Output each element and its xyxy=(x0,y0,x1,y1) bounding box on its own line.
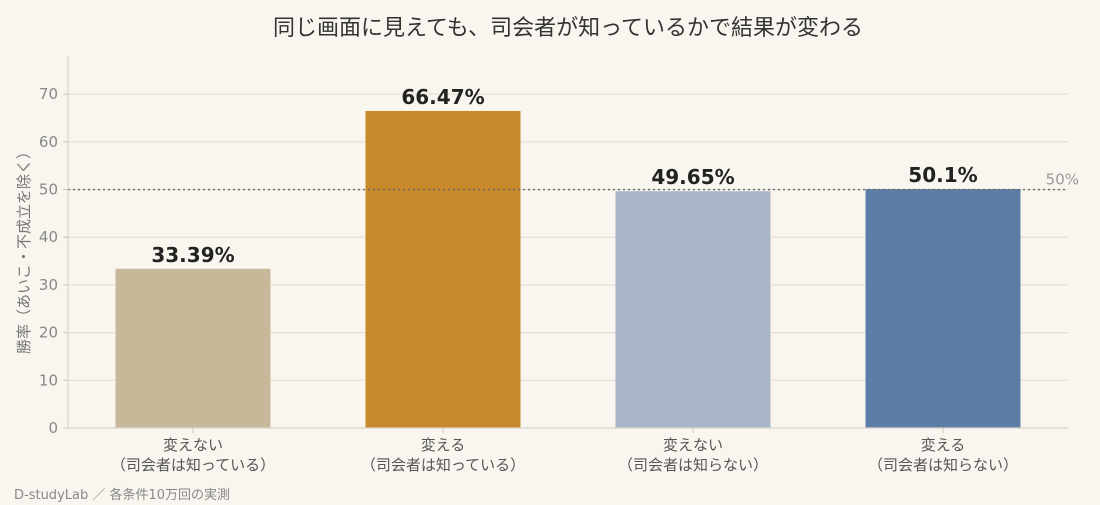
y-tick-label: 0 xyxy=(48,419,58,437)
source-note: D-studyLab ／ 各条件10万回の実測 xyxy=(14,488,231,503)
y-tick-label: 50 xyxy=(39,181,58,199)
value-label: 33.39% xyxy=(151,243,234,267)
y-tick-label: 40 xyxy=(39,228,58,246)
reference-line-group: 50% xyxy=(68,171,1079,191)
y-tick-label: 60 xyxy=(39,133,58,151)
x-tick-label: 変えない xyxy=(163,436,223,454)
bar xyxy=(615,191,771,428)
y-tick-label: 70 xyxy=(39,85,58,103)
x-tick-label: （司会者は知らない） xyxy=(618,456,768,474)
value-label: 50.1% xyxy=(908,163,977,187)
y-axis-label: 勝率（あいこ・不成立を除く） xyxy=(15,144,33,354)
x-tick-label: 変える xyxy=(921,436,966,454)
y-tick-label: 30 xyxy=(39,276,58,294)
x-tick-label: 変えない xyxy=(663,436,723,454)
bar xyxy=(865,189,1021,428)
value-label: 49.65% xyxy=(651,165,734,189)
axes: 0 10 20 30 40 50 60 70 変えない （司会者は知っている） 変える （司会者は知っ… xyxy=(39,56,1068,474)
bar xyxy=(365,110,521,428)
value-labels: 33.39% 66.47% 49.65% 50.1% xyxy=(151,85,977,267)
bar xyxy=(115,268,271,428)
y-tick-label: 20 xyxy=(39,324,58,342)
x-tick-label: （司会者は知っている） xyxy=(111,456,275,474)
x-tick-label: （司会者は知らない） xyxy=(868,456,1018,474)
reference-line-label: 50% xyxy=(1046,171,1079,189)
x-tick-label: （司会者は知っている） xyxy=(361,456,525,474)
value-label: 66.47% xyxy=(401,85,484,109)
chart-title: 同じ画面に見えても、司会者が知っているかで結果が変わる xyxy=(273,16,863,41)
bars xyxy=(115,110,1021,428)
y-tick-label: 10 xyxy=(39,371,58,389)
x-tick-label: 変える xyxy=(421,436,466,454)
